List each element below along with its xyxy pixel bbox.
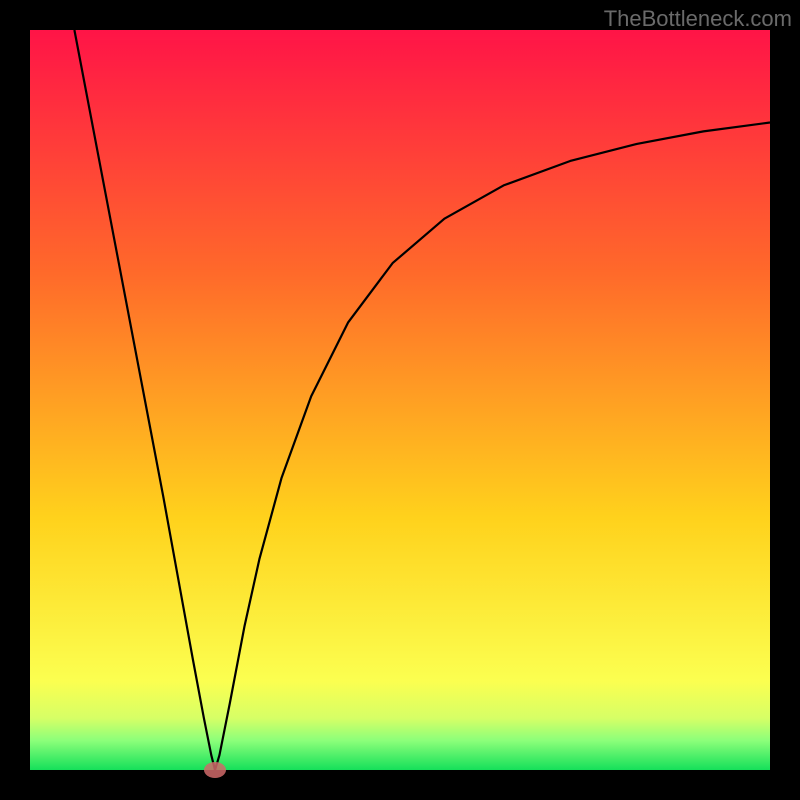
minimum-marker	[204, 762, 226, 778]
bottleneck-curve-svg	[0, 0, 800, 800]
bottleneck-curve	[74, 30, 770, 770]
watermark-text: TheBottleneck.com	[604, 6, 792, 32]
